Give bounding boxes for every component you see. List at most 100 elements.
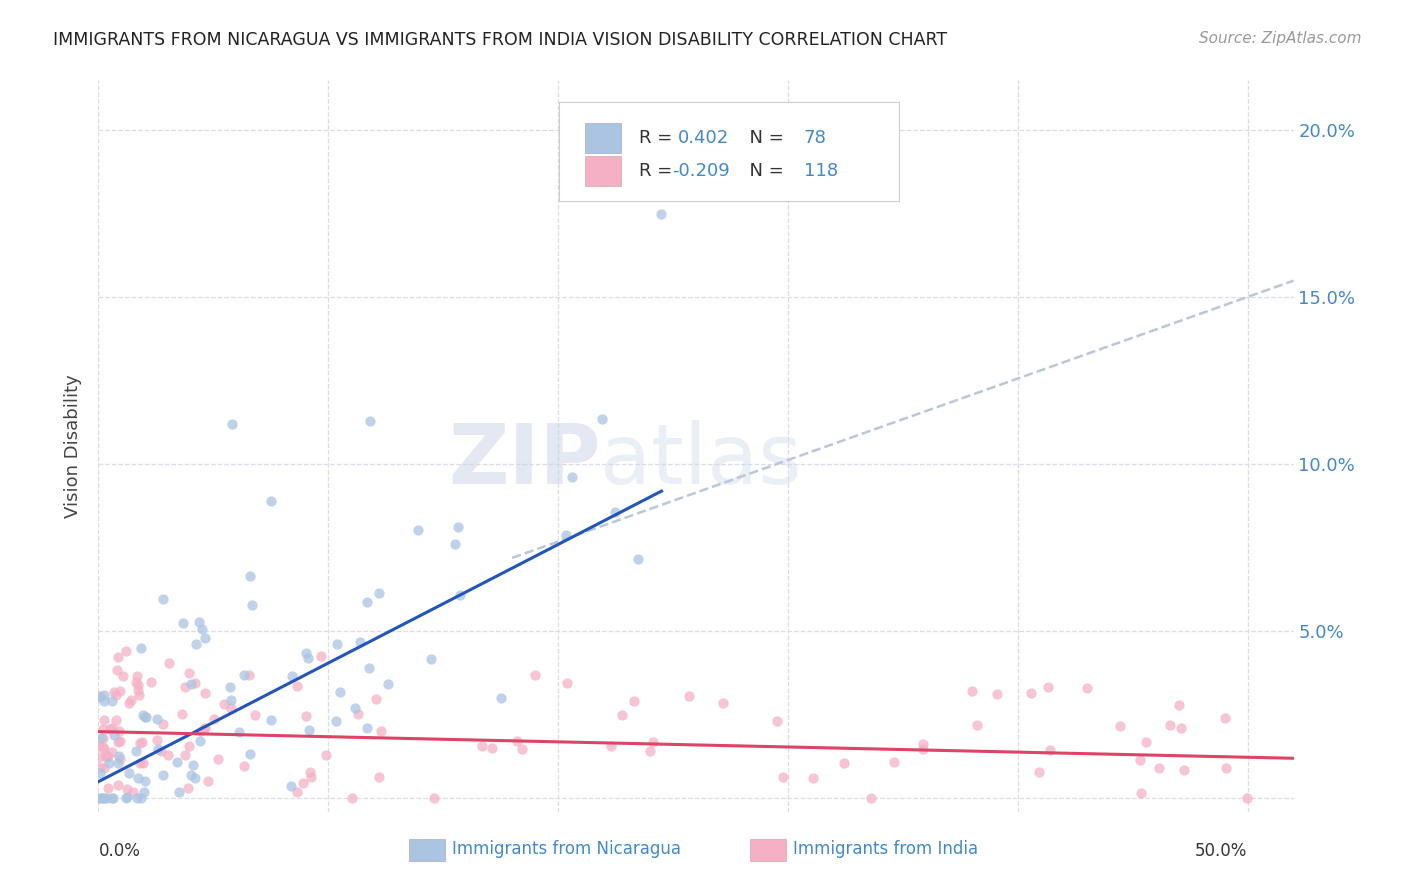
Point: [408, 523, 430, 537]
Point: [129, 641, 152, 656]
Text: R =: R =: [638, 129, 683, 147]
Point: [146, 732, 169, 747]
Text: IMMIGRANTS FROM NICARAGUA VS IMMIGRANTS FROM INDIA VISION DISABILITY CORRELATION: IMMIGRANTS FROM NICARAGUA VS IMMIGRANTS …: [53, 31, 948, 49]
Point: [134, 785, 156, 799]
Point: [128, 756, 150, 771]
Point: [347, 706, 370, 721]
Point: [108, 724, 131, 739]
Point: [93, 791, 115, 805]
Point: [859, 791, 882, 805]
Point: [298, 723, 321, 737]
Point: [187, 615, 209, 629]
Point: [1159, 717, 1181, 731]
Point: [285, 679, 308, 693]
Point: [89, 739, 111, 753]
Point: [93, 741, 115, 756]
Point: [561, 470, 583, 484]
Point: [93, 688, 115, 702]
Point: [298, 764, 321, 779]
Point: [444, 537, 467, 551]
Point: [128, 689, 150, 703]
Point: [146, 712, 169, 726]
Point: [108, 684, 131, 698]
Text: 78: 78: [804, 129, 827, 147]
Point: [281, 668, 304, 682]
Point: [1109, 719, 1132, 733]
Point: [96, 791, 118, 805]
Point: [156, 747, 179, 762]
Point: [173, 748, 195, 763]
Point: [152, 591, 174, 606]
Point: [117, 790, 139, 805]
Point: [678, 690, 700, 704]
Point: [315, 748, 337, 763]
Point: [127, 668, 149, 682]
Point: [1028, 765, 1050, 780]
Point: [89, 765, 111, 780]
Point: [329, 684, 352, 698]
Text: 50.0%: 50.0%: [1195, 842, 1247, 860]
Point: [93, 713, 115, 727]
Point: [524, 667, 547, 681]
Point: [107, 778, 129, 792]
Point: [605, 505, 627, 519]
Point: [157, 657, 180, 671]
Point: [101, 694, 124, 708]
Point: [101, 791, 124, 805]
Point: [259, 713, 281, 727]
Point: [91, 739, 114, 754]
FancyBboxPatch shape: [585, 123, 620, 153]
Point: [591, 412, 613, 426]
Point: [221, 701, 243, 715]
Point: [108, 733, 131, 747]
Point: [194, 721, 217, 735]
Point: [179, 739, 201, 754]
Point: [1170, 721, 1192, 735]
Point: [911, 738, 934, 752]
Point: [114, 791, 136, 805]
Point: [370, 724, 392, 739]
Point: [184, 636, 207, 650]
Point: [219, 693, 242, 707]
Point: [911, 742, 934, 756]
Point: [1039, 743, 1062, 757]
Point: [212, 698, 235, 712]
Point: [280, 779, 302, 793]
Point: [101, 791, 124, 805]
Point: [174, 680, 197, 694]
Point: [128, 736, 150, 750]
Point: [772, 770, 794, 784]
Point: [219, 680, 242, 694]
Text: 0.402: 0.402: [678, 129, 730, 147]
Point: [960, 684, 983, 698]
Point: [340, 791, 363, 805]
Point: [166, 755, 188, 769]
Point: [449, 588, 471, 602]
Point: [152, 768, 174, 782]
Point: [90, 731, 112, 745]
Point: [193, 722, 215, 736]
Point: [641, 734, 664, 748]
Point: [627, 552, 650, 566]
Point: [832, 756, 855, 771]
Point: [179, 666, 201, 681]
Point: [711, 696, 734, 710]
Point: [101, 721, 124, 735]
Point: [766, 714, 789, 729]
Text: N =: N =: [738, 129, 794, 147]
Point: [299, 770, 322, 784]
Point: [134, 710, 156, 724]
Point: [1130, 786, 1153, 800]
Point: [489, 691, 512, 706]
Point: [419, 652, 441, 666]
Text: atlas: atlas: [600, 420, 801, 501]
Point: [232, 758, 254, 772]
Point: [170, 706, 193, 721]
Text: N =: N =: [738, 162, 794, 180]
Point: [554, 528, 576, 542]
Point: [97, 780, 120, 795]
Point: [191, 622, 214, 636]
Point: [297, 651, 319, 665]
Point: [132, 708, 155, 723]
Point: [260, 494, 283, 508]
